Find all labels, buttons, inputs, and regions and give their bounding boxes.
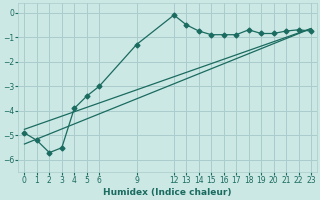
X-axis label: Humidex (Indice chaleur): Humidex (Indice chaleur) — [103, 188, 232, 197]
